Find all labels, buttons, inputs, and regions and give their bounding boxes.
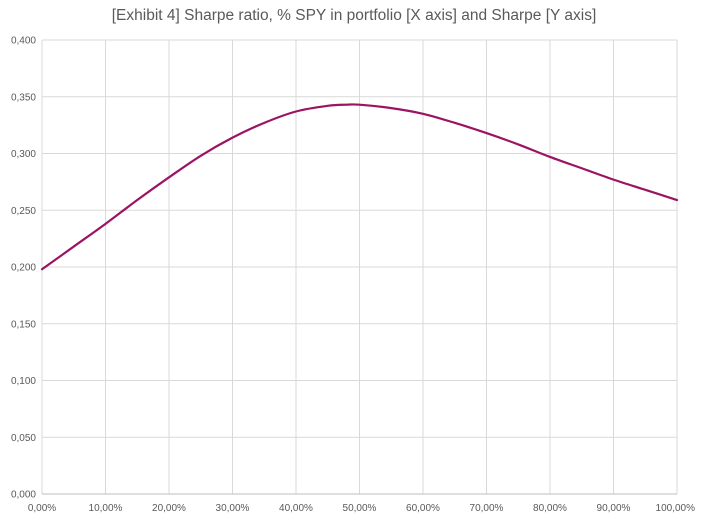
y-tick-label: 0,250 [11,206,36,217]
x-tick-label: 90,00% [597,503,631,514]
y-tick-label: 0,200 [11,263,36,274]
x-tick-label: 30,00% [216,503,250,514]
x-tick-label: 10,00% [89,503,123,514]
x-tick-label: 100,00% [656,503,696,514]
x-tick-label: 70,00% [470,503,504,514]
y-tick-label: 0,400 [11,36,36,47]
y-tick-label: 0,150 [11,319,36,330]
x-tick-label: 0,00% [28,503,56,514]
y-tick-label: 0,050 [11,433,36,444]
x-tick-label: 20,00% [152,503,186,514]
series-line [40,103,679,271]
x-tick-label: 60,00% [406,503,440,514]
chart-title: [Exhibit 4] Sharpe ratio, % SPY in portf… [111,7,597,24]
y-tick-label: 0,350 [11,92,36,103]
x-tick-label: 40,00% [279,503,313,514]
x-tick-label: 80,00% [533,503,567,514]
y-tick-label: 0,300 [11,149,36,160]
x-tick-label: 50,00% [343,503,377,514]
y-tick-label: 0,000 [11,490,36,501]
y-tick-label: 0,100 [11,376,36,387]
